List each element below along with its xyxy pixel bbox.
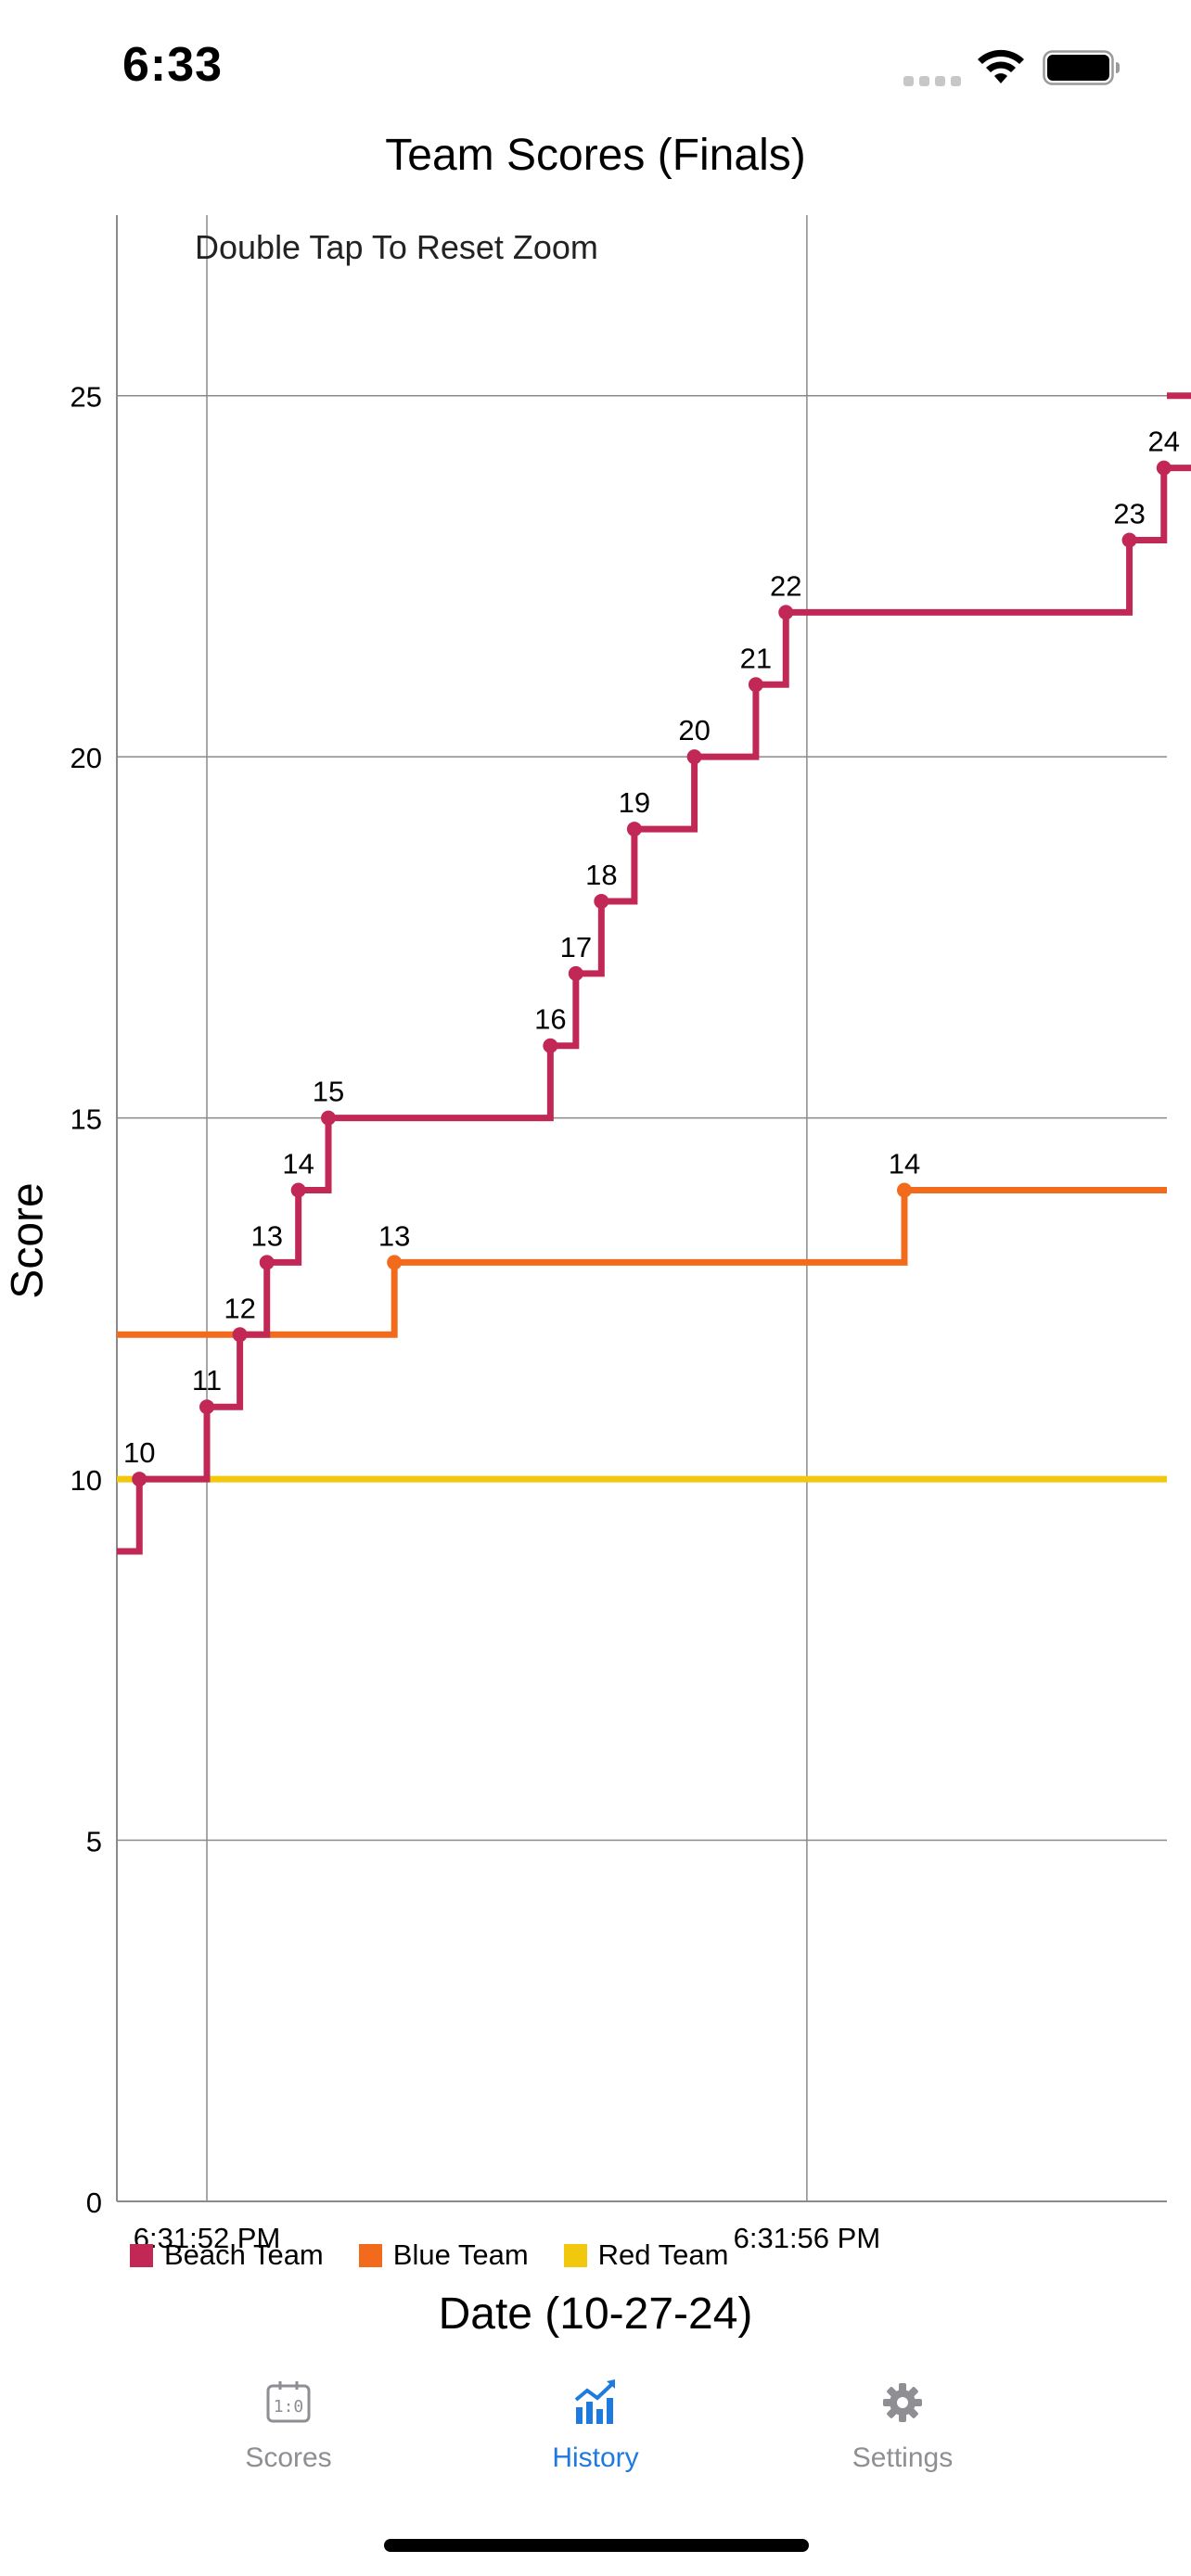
data-label-beach-team: 24 (1148, 426, 1180, 458)
data-point-blue-team (387, 1255, 403, 1270)
legend-swatch (563, 2243, 587, 2267)
legend-item-beach-team: Beach Team (130, 2238, 324, 2272)
legend-label: Blue Team (392, 2238, 529, 2271)
y-tick-label: 25 (70, 381, 102, 414)
data-label-beach-team: 15 (313, 1076, 344, 1108)
reset-zoom-hint: Double Tap To Reset Zoom (195, 228, 598, 266)
series-line-blue-team (117, 1187, 1167, 1338)
data-label-beach-team: 14 (282, 1148, 314, 1180)
data-point-beach-team (321, 1110, 337, 1126)
gear-icon (883, 2383, 922, 2422)
data-point-beach-team (232, 1327, 248, 1343)
data-point-beach-team (686, 749, 702, 765)
y-tick-label: 15 (70, 1103, 102, 1136)
chart-plot-area[interactable]: 0 5 10 15 20 25 6:31:52 PM 6:31:56 PM 13 14 10 11 12… (0, 0, 1191, 2263)
scoreboard-icon: 1:0 (266, 2381, 311, 2423)
data-label-beach-team: 21 (740, 642, 772, 674)
legend-swatch (130, 2243, 153, 2267)
y-axis-label: Score (3, 1182, 53, 1299)
data-point-beach-team (259, 1255, 275, 1270)
data-point-beach-team (132, 1472, 147, 1487)
tab-settings[interactable]: Settings (763, 2374, 1042, 2474)
y-tick-label: 20 (70, 742, 102, 774)
series-line-beach-team (117, 392, 1191, 1555)
legend-label: Red Team (597, 2238, 729, 2271)
data-label-beach-team: 16 (534, 1003, 566, 1036)
home-indicator (384, 2539, 809, 2552)
data-point-beach-team (1121, 532, 1137, 548)
data-label-blue-team: 14 (889, 1148, 920, 1180)
data-label-beach-team: 13 (250, 1219, 282, 1252)
data-point-beach-team (748, 677, 763, 693)
data-point-beach-team (778, 605, 794, 620)
legend-item-blue-team: Blue Team (358, 2238, 529, 2272)
data-label-beach-team: 18 (585, 859, 617, 891)
x-tick-label: 6:31:52 PM (134, 2222, 281, 2254)
data-point-beach-team (543, 1038, 558, 1053)
x-tick-label: 6:31:56 PM (734, 2222, 881, 2254)
data-point-beach-team (1156, 460, 1172, 476)
y-tick-label: 0 (86, 2187, 102, 2219)
y-tick-label: 10 (70, 1464, 102, 1497)
cellular-signal-icon (903, 76, 961, 86)
chart-legend: Beach Team Blue Team Red Team (130, 2238, 741, 2272)
data-label-beach-team: 12 (224, 1292, 255, 1324)
data-point-blue-team (897, 1182, 912, 1198)
y-tick-label: 5 (86, 1826, 102, 1858)
data-point-beach-team (568, 965, 583, 981)
data-point-beach-team (199, 1399, 215, 1415)
battery-icon (1043, 50, 1120, 85)
legend-item-red-team: Red Team (563, 2238, 729, 2272)
data-label-beach-team: 23 (1113, 498, 1145, 530)
legend-label: Beach Team (164, 2238, 324, 2271)
status-time: 6:33 (122, 38, 224, 92)
data-point-beach-team (594, 893, 609, 909)
data-label-beach-team: 19 (619, 786, 650, 819)
data-label-beach-team: 11 (192, 1364, 222, 1396)
data-label-blue-team: 13 (378, 1219, 410, 1252)
x-axis-label: Date (10-27-24) (438, 2289, 753, 2339)
data-label-beach-team: 20 (678, 714, 710, 746)
tab-history[interactable]: History (456, 2374, 735, 2474)
data-label-beach-team: 17 (560, 931, 592, 963)
data-point-beach-team (626, 822, 642, 837)
data-label-beach-team: 22 (770, 569, 801, 602)
data-point-beach-team (290, 1182, 306, 1198)
wifi-icon (978, 49, 1024, 83)
svg-text:1:0: 1:0 (274, 2397, 304, 2417)
tab-label: Scores (245, 2442, 332, 2473)
chart-title: Team Scores (Finals) (385, 131, 806, 180)
legend-swatch (358, 2243, 382, 2267)
status-bar: 6:33 (0, 0, 1191, 139)
tab-scores[interactable]: 1:0 Scores (149, 2374, 428, 2474)
data-label-beach-team: 10 (123, 1436, 155, 1469)
tab-label: History (552, 2442, 639, 2473)
tab-label: Settings (852, 2442, 954, 2473)
tab-bar: 1:0 Scores History (0, 2355, 1191, 2576)
chart-icon (574, 2379, 615, 2424)
